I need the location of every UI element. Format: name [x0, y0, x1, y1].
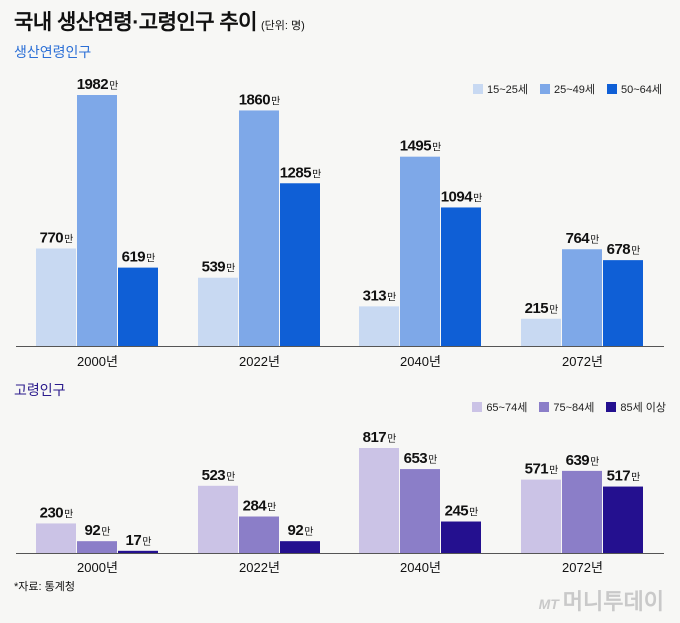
bar	[400, 469, 440, 553]
bar	[77, 95, 117, 346]
legend-label: 50~64세	[620, 84, 662, 96]
bar	[359, 306, 399, 346]
data-label: 619만	[122, 249, 156, 266]
category-label: 2072년	[562, 560, 603, 575]
data-label: 517만	[607, 468, 641, 485]
bar	[441, 207, 481, 346]
bar	[239, 110, 279, 347]
data-label: 1094만	[441, 188, 483, 205]
data-label: 764만	[566, 230, 600, 247]
data-label: 770만	[40, 229, 74, 246]
data-label: 313만	[363, 287, 397, 304]
data-label: 284만	[243, 498, 277, 515]
source-note: *자료: 통계청	[14, 581, 75, 593]
legend-item-50-64: 50~64세	[606, 81, 662, 97]
legend-label: 25~49세	[553, 84, 595, 96]
bar	[562, 249, 602, 346]
data-label: 17만	[126, 532, 152, 549]
legend-swatch	[539, 402, 550, 412]
data-label: 1285만	[280, 164, 322, 181]
legend-swatch	[472, 84, 483, 94]
section-label-working-age: 생산연령인구	[14, 44, 92, 60]
data-label: 245만	[445, 503, 479, 520]
data-label: 215만	[525, 300, 559, 317]
legend-item-25-49: 25~49세	[539, 81, 595, 97]
bar	[280, 541, 320, 553]
category-label: 2022년	[239, 560, 280, 575]
bar	[359, 448, 399, 553]
legend-swatch	[472, 402, 483, 412]
category-label: 2040년	[400, 354, 441, 369]
watermark-text: 머니투데이	[562, 589, 664, 614]
bar	[562, 470, 602, 553]
legend-item-85-plus: 85세 이상	[606, 399, 666, 415]
bar	[198, 277, 238, 346]
bar	[441, 521, 481, 553]
category-label: 2072년	[562, 354, 603, 369]
watermark-logo: MT 머니투데이	[539, 584, 664, 616]
watermark-prefix: MT	[538, 596, 559, 612]
data-label: 1982만	[77, 76, 119, 93]
data-label: 678만	[607, 241, 641, 258]
legend-working-age: 15~25세 25~49세 50~64세	[472, 81, 662, 97]
legend-swatch	[606, 84, 617, 94]
chart-elderly: 230만 92만 17만 2000년 523만 284만 92만 2022년 817만 653만 2…	[16, 429, 664, 575]
data-label: 92만	[288, 522, 314, 539]
legend-label: 85세 이상	[620, 402, 666, 414]
data-label: 523만	[202, 467, 236, 484]
legend-label: 75~84세	[553, 402, 595, 414]
category-label: 2000년	[77, 354, 118, 369]
bar	[280, 183, 320, 346]
bar	[36, 523, 76, 553]
bar	[521, 479, 561, 553]
legend-elderly: 65~74세 75~84세 85세 이상	[472, 399, 666, 415]
legend-swatch	[606, 402, 617, 412]
chart-working-age: 770만 1982만 619만 2000년 539만 1860만 1285만 2022년 313…	[16, 76, 664, 369]
section-label-elderly: 고령인구	[14, 382, 66, 398]
data-label: 571만	[525, 461, 559, 478]
legend-item-65-74: 65~74세	[472, 399, 527, 415]
bar	[521, 318, 561, 346]
legend-label: 15~25세	[486, 84, 528, 96]
category-label: 2000년	[77, 560, 118, 575]
data-label: 639만	[566, 452, 600, 469]
data-label: 1495만	[400, 138, 442, 155]
legend-swatch	[539, 84, 550, 94]
bar	[603, 260, 643, 346]
title-text: 국내 생산연령·고령인구 추이	[14, 11, 258, 34]
bar	[603, 486, 643, 553]
data-label: 230만	[40, 504, 74, 521]
legend-item-75-84: 75~84세	[539, 399, 594, 415]
page-title: 국내 생산연령·고령인구 추이 (단위: 명)	[14, 6, 305, 36]
data-label: 1860만	[239, 91, 281, 108]
category-label: 2022년	[239, 354, 280, 369]
data-label: 92만	[85, 522, 111, 539]
data-label: 539만	[202, 259, 236, 276]
data-label: 817만	[363, 429, 397, 446]
data-label: 653만	[404, 450, 438, 467]
bar	[118, 550, 158, 553]
category-label: 2040년	[400, 560, 441, 575]
legend-item-15-25: 15~25세	[472, 81, 528, 97]
bar	[400, 156, 440, 346]
bar	[239, 516, 279, 553]
bar	[77, 541, 117, 553]
bar	[118, 267, 158, 346]
legend-label: 65~74세	[486, 402, 528, 414]
unit-note: (단위: 명)	[261, 20, 305, 32]
bar	[198, 485, 238, 553]
bar	[36, 248, 76, 346]
